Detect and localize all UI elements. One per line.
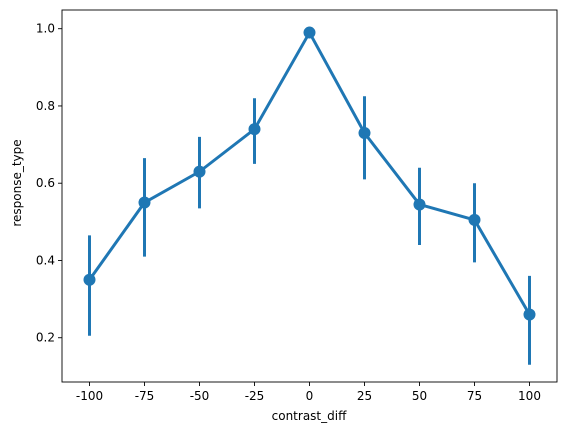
axis-layer: -100 -75 -50 -25 0 25 50 75 100 0.2 0.4 0.6 0.8 1.0 [36,9,558,403]
data-point [138,196,151,209]
x-tick-label: 50 [412,389,427,403]
data-point [193,165,206,178]
y-tick-label: 0.6 [36,176,55,190]
data-point [413,198,426,211]
y-tick-label: 1.0 [36,22,55,36]
data-point [83,273,96,286]
x-tick-label: 100 [518,389,541,403]
x-tick-label: -75 [135,389,155,403]
x-tick-label: 0 [306,389,314,403]
y-axis-label: response_type [10,139,24,226]
data-point [303,26,316,39]
x-tick-label: 25 [357,389,372,403]
x-tick-label: -100 [76,389,103,403]
data-point [358,126,371,139]
y-tick-label: 0.2 [36,331,55,345]
x-tick-label: 75 [467,389,482,403]
y-tick-label: 0.4 [36,253,55,267]
data-point [248,123,261,136]
plot-layer [83,26,536,365]
x-tick-label: -25 [245,389,265,403]
x-axis-label: contrast_diff [272,409,347,423]
y-tick-label: 0.8 [36,99,55,113]
x-tick-label: -50 [190,389,210,403]
data-point [468,213,481,226]
data-point [523,308,536,321]
